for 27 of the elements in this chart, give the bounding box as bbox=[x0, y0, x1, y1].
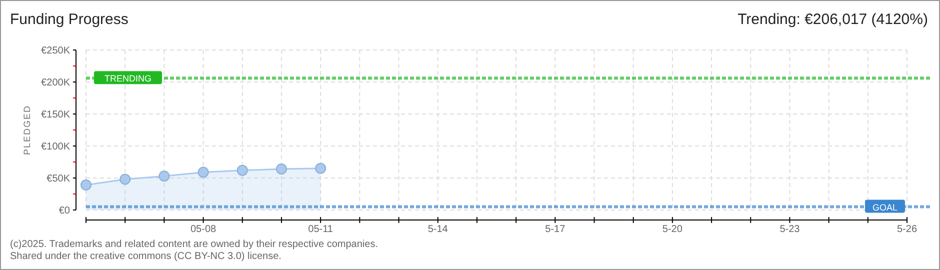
point bbox=[315, 162, 326, 174]
point bbox=[276, 164, 287, 175]
text: (c)2025. Trademarks and related content are owned by their respective companies. bbox=[10, 239, 378, 250]
x-tick-label: 5-17 bbox=[545, 224, 566, 235]
point bbox=[80, 180, 92, 191]
text: Shared under the creative commons (CC BY-NC 3.0) license. bbox=[10, 251, 282, 262]
x-tick-label: 05-08 bbox=[190, 224, 217, 235]
ref-line-label: GOAL bbox=[872, 202, 898, 212]
y-tick-label: €150K bbox=[41, 110, 70, 120]
point bbox=[158, 170, 170, 182]
y-tick-label: €200K bbox=[41, 78, 70, 88]
y-tick-label: €0 bbox=[58, 206, 70, 216]
chart-title: Funding Progress bbox=[10, 11, 128, 28]
point bbox=[198, 166, 209, 178]
ref-line-label: TRENDING bbox=[104, 74, 152, 84]
x-tick-label: 5-26 bbox=[896, 224, 918, 235]
x-tick-label: 05-11 bbox=[308, 224, 334, 235]
point bbox=[236, 164, 248, 176]
x-tick-label: 5-20 bbox=[662, 224, 683, 235]
x-tick-label: 5-23 bbox=[780, 224, 800, 235]
x-tick-label: 5-14 bbox=[428, 224, 448, 235]
y-tick-label: €50K bbox=[46, 174, 70, 184]
point bbox=[120, 174, 131, 185]
y-tick-label: €100K bbox=[41, 142, 70, 152]
y-tick-label: €250K bbox=[41, 46, 70, 56]
text: Trending: €206,017 (4120%) bbox=[738, 11, 928, 28]
y-axis-title: PLEDGED bbox=[22, 104, 32, 156]
